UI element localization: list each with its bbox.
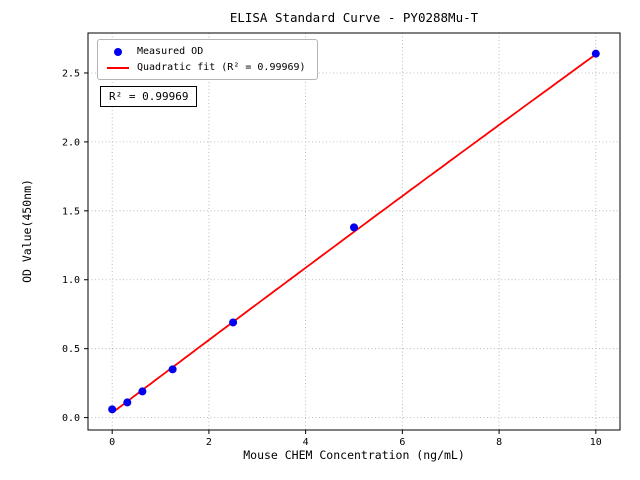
data-point [123, 398, 132, 407]
r-squared-annotation: R² = 0.99969 [100, 86, 198, 107]
x-tick-label: 8 [496, 437, 502, 448]
legend: Measured OD Quadratic fit (R² = 0.99969) [97, 39, 318, 80]
x-axis-label: Mouse CHEM Concentration (ng/mL) [243, 448, 465, 462]
y-tick-label: 2.5 [62, 68, 80, 79]
data-point [591, 49, 600, 58]
x-tick-label: 2 [206, 437, 212, 448]
y-tick-label: 2.0 [62, 137, 80, 148]
data-point [168, 365, 177, 374]
y-tick-label: 1.0 [62, 275, 80, 286]
legend-measured-label: Measured OD [137, 46, 204, 57]
x-tick-label: 10 [590, 437, 602, 448]
data-point [138, 387, 147, 396]
chart-title: ELISA Standard Curve - PY0288Mu-T [229, 10, 479, 25]
legend-item-measured: Measured OD [107, 46, 306, 57]
data-point [229, 318, 238, 327]
x-tick-label: 4 [303, 437, 309, 448]
plot-frame [87, 32, 621, 431]
data-point [350, 223, 358, 232]
fit-line-marker-icon [107, 66, 129, 69]
legend-fit-label: Quadratic fit (R² = 0.99969) [137, 62, 306, 73]
legend-item-fit: Quadratic fit (R² = 0.99969) [107, 62, 306, 73]
measured-od-marker-icon [114, 47, 122, 56]
data-point [108, 405, 117, 414]
y-tick-label: 1.5 [62, 206, 80, 217]
x-tick-label: 0 [109, 437, 115, 448]
y-tick-label: 0.0 [62, 413, 80, 424]
fit-line [111, 53, 597, 414]
x-tick-label: 6 [399, 437, 405, 448]
y-tick-label: 0.5 [62, 344, 80, 355]
